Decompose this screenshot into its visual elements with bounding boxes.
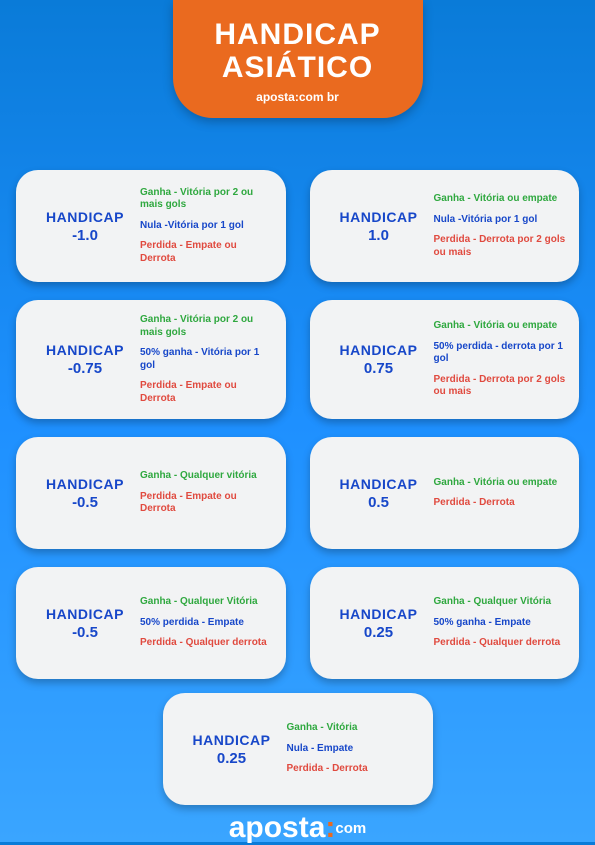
- page-title: HANDICAP ASIÁTICO: [183, 18, 413, 84]
- footer-brand: aposta:com: [0, 811, 595, 845]
- outcome-win: Ganha - Vitória ou empate: [434, 320, 568, 333]
- card-outcomes: Ganha - Vitória por 2 ou mais gols 50% g…: [140, 314, 274, 405]
- handicap-card: HANDICAP 0.75 Ganha - Vitória ou empate …: [310, 300, 580, 419]
- handicap-card: HANDICAP 0.25 Ganha - Vitória Nula - Emp…: [163, 693, 433, 805]
- card-header: HANDICAP -0.5: [30, 581, 140, 665]
- card-header: HANDICAP 0.5: [324, 451, 434, 535]
- handicap-card: HANDICAP 1.0 Ganha - Vitória ou empate N…: [310, 170, 580, 282]
- outcome-win: Ganha - Qualquer Vitória: [140, 596, 274, 609]
- card-header: HANDICAP -1.0: [30, 184, 140, 268]
- card-label: HANDICAP: [340, 209, 418, 225]
- outcome-mid: 50% perdida - Empate: [140, 617, 274, 630]
- card-value: 1.0: [368, 227, 389, 244]
- card-value: -1.0: [72, 227, 98, 244]
- card-value: 0.25: [364, 624, 393, 641]
- bottom-row: HANDICAP 0.25 Ganha - Vitória Nula - Emp…: [0, 693, 595, 805]
- title-line-2: ASIÁTICO: [222, 51, 373, 84]
- card-header: HANDICAP 0.25: [177, 707, 287, 791]
- handicap-card: HANDICAP 0.5 Ganha - Vitória ou empate P…: [310, 437, 580, 549]
- card-label: HANDICAP: [340, 476, 418, 492]
- outcome-mid: 50% perdida - derrota por 1 gol: [434, 341, 568, 366]
- outcome-loss: Perdida - Derrota: [434, 497, 568, 510]
- card-outcomes: Ganha - Vitória por 2 ou mais gols Nula …: [140, 184, 274, 268]
- card-value: 0.5: [368, 494, 389, 511]
- card-outcomes: Ganha - Vitória ou empate Perdida - Derr…: [434, 451, 568, 535]
- outcome-loss: Perdida - Qualquer derrota: [434, 637, 568, 650]
- card-label: HANDICAP: [46, 342, 124, 358]
- card-header: HANDICAP -0.75: [30, 314, 140, 405]
- outcome-loss: Perdida - Derrota por 2 gols ou mais: [434, 234, 568, 259]
- card-label: HANDICAP: [46, 209, 124, 225]
- card-outcomes: Ganha - Vitória ou empate 50% perdida - …: [434, 314, 568, 405]
- outcome-mid: Nula -Vitória por 1 gol: [434, 214, 568, 227]
- card-label: HANDICAP: [46, 606, 124, 622]
- brand-suffix: com br: [299, 90, 339, 104]
- outcome-loss: Perdida - Empate ou Derrota: [140, 380, 274, 405]
- outcome-loss: Perdida - Empate ou Derrota: [140, 491, 274, 516]
- footer-suffix-1: com: [335, 820, 366, 837]
- outcome-win: Ganha - Qualquer vitória: [140, 470, 274, 483]
- outcome-loss: Perdida - Derrota por 2 gols ou mais: [434, 374, 568, 399]
- handicap-card: HANDICAP -0.75 Ganha - Vitória por 2 ou …: [16, 300, 286, 419]
- outcome-mid: 50% ganha - Vitória por 1 gol: [140, 347, 274, 372]
- card-value: -0.75: [68, 360, 102, 377]
- handicap-card: HANDICAP -0.5 Ganha - Qualquer Vitória 5…: [16, 567, 286, 679]
- card-outcomes: Ganha - Vitória Nula - Empate Perdida - …: [287, 707, 421, 791]
- outcome-win: Ganha - Vitória ou empate: [434, 477, 568, 490]
- title-line-1: HANDICAP: [214, 18, 380, 51]
- card-header: HANDICAP 1.0: [324, 184, 434, 268]
- brand-colon-icon: :: [325, 811, 335, 844]
- brand-text: aposta: [256, 90, 295, 104]
- card-outcomes: Ganha - Vitória ou empate Nula -Vitória …: [434, 184, 568, 268]
- outcome-mid: Nula - Empate: [287, 743, 421, 756]
- outcome-loss: Perdida - Empate ou Derrota: [140, 240, 274, 265]
- card-outcomes: Ganha - Qualquer Vitória 50% ganha - Emp…: [434, 581, 568, 665]
- card-value: 0.25: [217, 750, 246, 767]
- footer-brand-text: aposta: [229, 811, 326, 844]
- card-header: HANDICAP 0.75: [324, 314, 434, 405]
- handicap-card: HANDICAP 0.25 Ganha - Qualquer Vitória 5…: [310, 567, 580, 679]
- card-header: HANDICAP -0.5: [30, 451, 140, 535]
- card-value: 0.75: [364, 360, 393, 377]
- outcome-mid: Nula -Vitória por 1 gol: [140, 220, 274, 233]
- header-badge: HANDICAP ASIÁTICO aposta:com br: [173, 0, 423, 118]
- card-label: HANDICAP: [193, 732, 271, 748]
- card-header: HANDICAP 0.25: [324, 581, 434, 665]
- cards-grid: HANDICAP -1.0 Ganha - Vitória por 2 ou m…: [16, 170, 579, 679]
- outcome-win: Ganha - Vitória: [287, 722, 421, 735]
- outcome-win: Ganha - Vitória ou empate: [434, 193, 568, 206]
- card-outcomes: Ganha - Qualquer Vitória 50% perdida - E…: [140, 581, 274, 665]
- handicap-card: HANDICAP -0.5 Ganha - Qualquer vitória P…: [16, 437, 286, 549]
- card-value: -0.5: [72, 624, 98, 641]
- outcome-win: Ganha - Vitória por 2 ou mais gols: [140, 187, 274, 212]
- outcome-mid: 50% ganha - Empate: [434, 617, 568, 630]
- outcome-loss: Perdida - Qualquer derrota: [140, 637, 274, 650]
- card-label: HANDICAP: [340, 606, 418, 622]
- card-outcomes: Ganha - Qualquer vitória Perdida - Empat…: [140, 451, 274, 535]
- header-brand: aposta:com br: [183, 90, 413, 104]
- outcome-win: Ganha - Qualquer Vitória: [434, 596, 568, 609]
- card-value: -0.5: [72, 494, 98, 511]
- card-label: HANDICAP: [46, 476, 124, 492]
- outcome-win: Ganha - Vitória por 2 ou mais gols: [140, 314, 274, 339]
- handicap-card: HANDICAP -1.0 Ganha - Vitória por 2 ou m…: [16, 170, 286, 282]
- card-label: HANDICAP: [340, 342, 418, 358]
- outcome-loss: Perdida - Derrota: [287, 763, 421, 776]
